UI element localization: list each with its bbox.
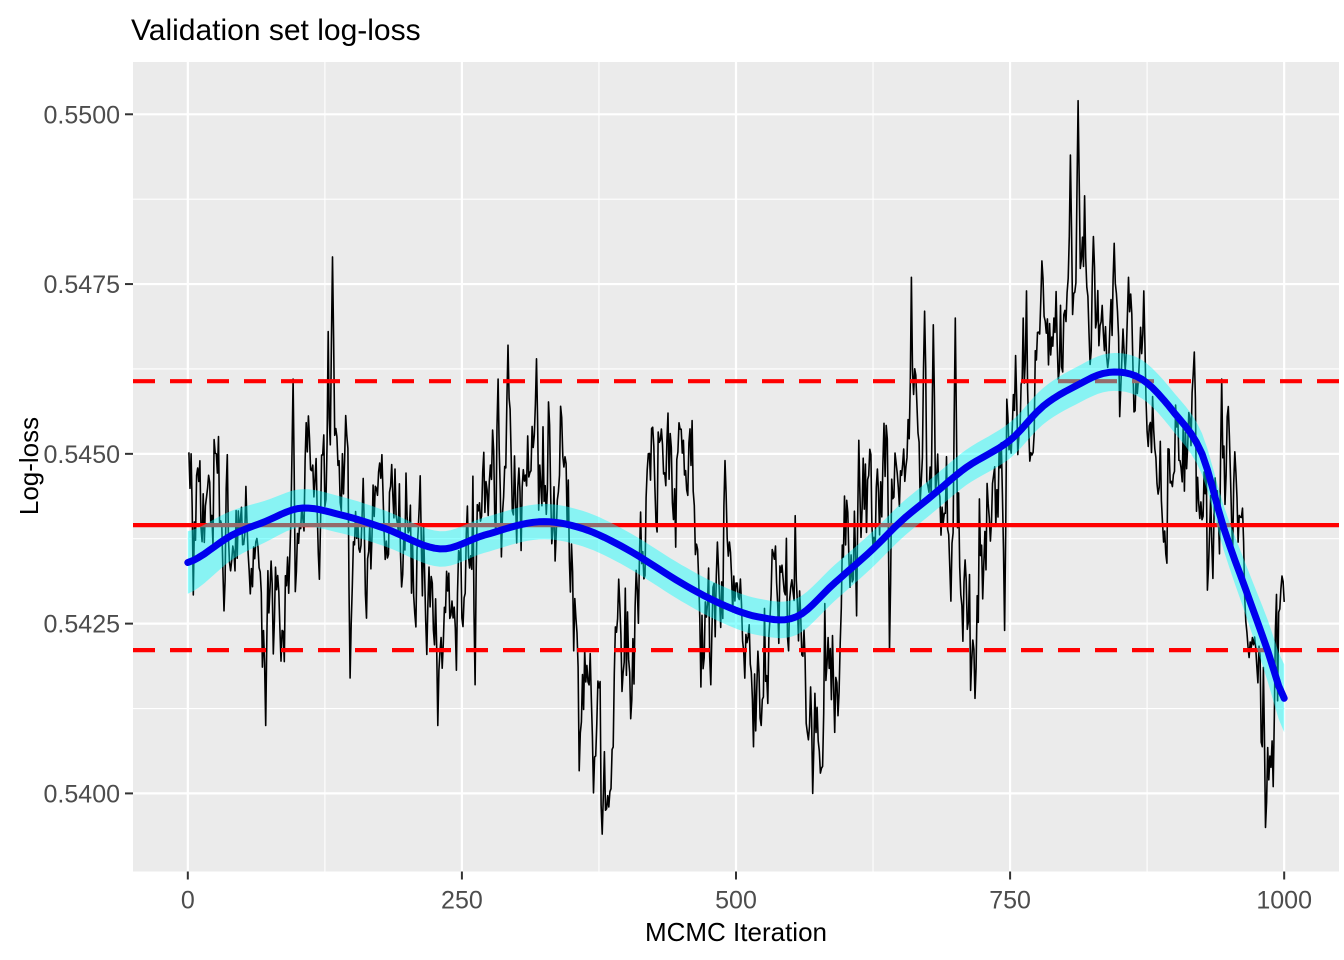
smooth-line — [184, 368, 1288, 702]
y-tick-label-0.5400: 0.5400 — [44, 780, 120, 808]
confidence-ribbon — [187, 353, 1285, 733]
x-tick-label-250: 250 — [441, 887, 483, 915]
confidence-ribbon-area — [187, 353, 1285, 733]
chart-title: Validation set log-loss — [131, 14, 421, 47]
trace-path — [188, 99, 1285, 835]
y-tick-label-0.5500: 0.5500 — [44, 101, 120, 129]
x-tick-label-500: 500 — [715, 887, 757, 915]
smooth-path — [184, 368, 1288, 702]
y-tick-label-0.5450: 0.5450 — [44, 441, 120, 469]
reference-lines — [133, 379, 1339, 653]
x-axis-title: MCMC Iteration — [645, 917, 827, 947]
axis-tick-labels: 0.5400 0.5425 0.5450 0.5475 0.5500 0 250 500 750… — [44, 101, 1312, 914]
x-tick-label-0: 0 — [181, 887, 195, 915]
y-tick-label-0.5475: 0.5475 — [44, 271, 120, 299]
trace-line — [188, 99, 1285, 835]
major-gridlines — [133, 62, 1339, 872]
y-axis-title: Log-loss — [14, 417, 44, 515]
x-tick-label-1000: 1000 — [1256, 887, 1312, 915]
axis-tick-marks — [125, 113, 1286, 880]
y-tick-label-0.5425: 0.5425 — [44, 611, 120, 639]
x-tick-label-750: 750 — [989, 887, 1031, 915]
